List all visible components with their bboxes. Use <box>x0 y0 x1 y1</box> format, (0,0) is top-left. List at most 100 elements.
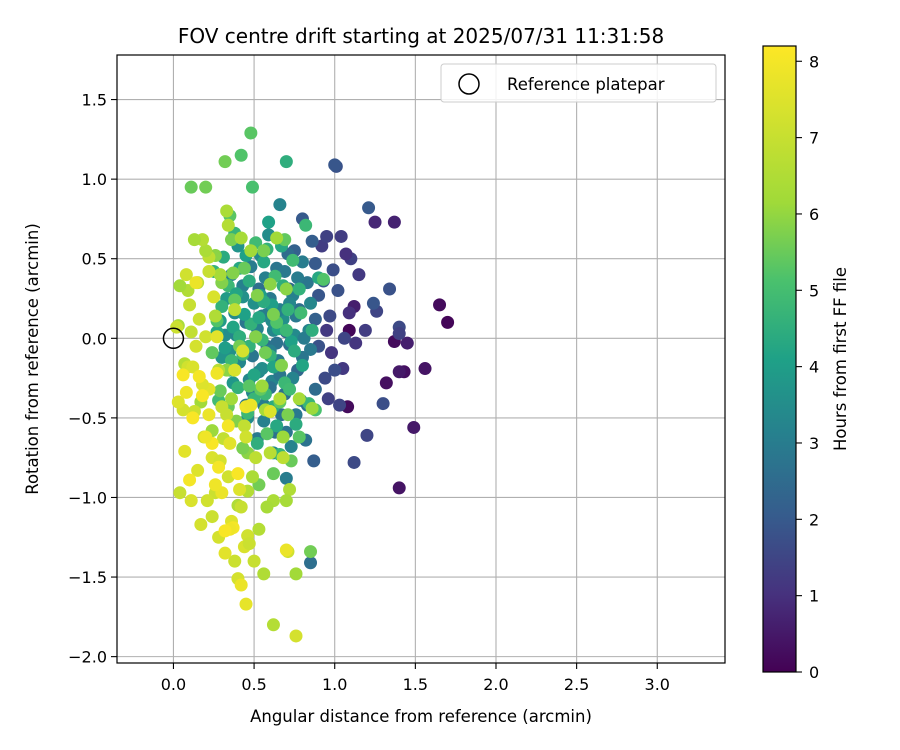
scatter-point <box>244 244 258 258</box>
scatter-point <box>231 467 245 481</box>
scatter-point <box>228 303 242 317</box>
scatter-point <box>184 325 198 339</box>
scatter-point <box>234 578 248 592</box>
colorbar-tick-label: 2 <box>809 510 819 529</box>
scatter-point <box>220 204 234 218</box>
scatter-point <box>263 446 277 460</box>
scatter-point <box>223 436 237 450</box>
scatter-point <box>218 155 232 169</box>
scatter-point <box>242 537 256 551</box>
scatter-point <box>184 494 198 508</box>
scatter-point <box>294 306 308 320</box>
scatter-point <box>299 218 313 232</box>
scatter-point <box>297 331 311 345</box>
scatter-point <box>279 323 293 337</box>
y-tick-label: 0.5 <box>82 250 107 269</box>
scatter-point <box>281 303 295 317</box>
scatter-point <box>326 263 340 277</box>
legend: Reference platepar <box>440 63 717 103</box>
scatter-point <box>242 379 256 393</box>
scatter-point <box>304 342 318 356</box>
scatter-point <box>225 392 239 406</box>
scatter-point <box>233 483 247 497</box>
scatter-point <box>186 411 200 425</box>
colorbar-tick-label: 0 <box>809 663 819 682</box>
scatter-point <box>207 290 221 304</box>
scatter-point <box>273 198 287 212</box>
scatter-point <box>184 180 198 194</box>
scatter-point <box>324 346 338 360</box>
scatter-point <box>236 441 250 455</box>
scatter-point <box>358 323 372 337</box>
scatter-point <box>305 401 319 415</box>
scatter-point <box>236 344 250 358</box>
scatter-point <box>392 327 406 341</box>
scatter-point <box>221 218 235 232</box>
scatter-point <box>250 436 264 450</box>
scatter-point <box>260 427 274 441</box>
scatter-point <box>274 358 288 372</box>
scatter-point <box>392 481 406 495</box>
colorbar-tick-label: 8 <box>809 52 819 71</box>
scatter-point <box>186 360 200 374</box>
scatter-point <box>244 126 258 140</box>
scatter-point <box>362 201 376 215</box>
scatter-point <box>218 524 232 538</box>
colorbar-ticks: 0 1 2 3 4 5 6 7 8 <box>796 52 819 682</box>
scatter-point <box>333 398 347 412</box>
scatter-point <box>273 392 287 406</box>
scatter-point <box>250 288 264 302</box>
scatter-point <box>247 554 261 568</box>
scatter-point <box>279 494 293 508</box>
scatter-point <box>283 382 297 396</box>
colorbar-tick-label: 4 <box>809 358 819 377</box>
scatter-point <box>279 282 293 296</box>
scatter-point <box>208 309 222 323</box>
scatter-point <box>199 244 213 258</box>
scatter-point <box>257 255 271 269</box>
scatter-point <box>263 277 277 291</box>
scatter-point <box>183 298 197 312</box>
scatter-point <box>228 363 242 377</box>
scatter-point <box>292 430 306 444</box>
scatter-point <box>210 366 224 380</box>
scatter-point <box>320 323 334 337</box>
y-tick-label: −1.0 <box>68 488 107 507</box>
scatter-point <box>199 330 213 344</box>
scatter-point <box>308 382 322 396</box>
scatter-point <box>304 545 318 559</box>
scatter-point <box>225 233 239 247</box>
scatter-point <box>237 261 251 275</box>
scatter-point <box>328 158 342 172</box>
scatter-point <box>287 344 301 358</box>
scatter-point <box>205 346 219 360</box>
scatter-point <box>171 395 185 409</box>
x-tick-label: 1.5 <box>403 675 428 694</box>
scatter-point <box>234 231 248 245</box>
scatter-points <box>170 126 455 643</box>
x-axis-label: Angular distance from reference (arcmin) <box>250 707 592 726</box>
scatter-point <box>279 155 293 169</box>
scatter-point <box>266 467 280 481</box>
scatter-point <box>199 180 213 194</box>
scatter-point <box>292 282 306 296</box>
scatter-point <box>266 307 280 321</box>
scatter-point <box>316 272 330 286</box>
y-tick-label: −2.0 <box>68 648 107 667</box>
scatter-point <box>292 392 306 406</box>
scatter-point <box>263 405 277 419</box>
scatter-point <box>226 266 240 280</box>
scatter-point <box>291 271 305 285</box>
scatter-point <box>179 268 193 282</box>
colorbar: 0 1 2 3 4 5 6 7 8 Hours from first FF file <box>762 45 850 682</box>
scatter-point <box>244 398 258 412</box>
scatter-point <box>194 518 208 532</box>
scatter-point <box>228 554 242 568</box>
scatter-point <box>258 346 272 360</box>
scatter-point <box>179 385 193 399</box>
scatter-point <box>270 231 284 245</box>
scatter-point <box>247 368 261 382</box>
colorbar-label: Hours from first FF file <box>831 267 850 451</box>
scatter-point <box>308 312 322 326</box>
